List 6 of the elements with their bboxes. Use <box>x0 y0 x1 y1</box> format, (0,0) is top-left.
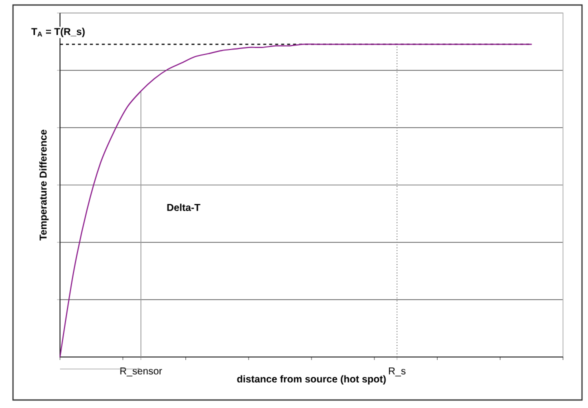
x-tick-label: R_sensor <box>120 368 162 376</box>
x-tick-label: R_s <box>388 368 406 376</box>
x-axis-title: distance from source (hot spot) <box>237 375 386 384</box>
annotation: Delta-T <box>167 204 200 212</box>
y-axis-title: Temperature Difference <box>39 130 49 240</box>
ref-line-label: T$_{A}$ = T(R_s) <box>31 28 85 38</box>
